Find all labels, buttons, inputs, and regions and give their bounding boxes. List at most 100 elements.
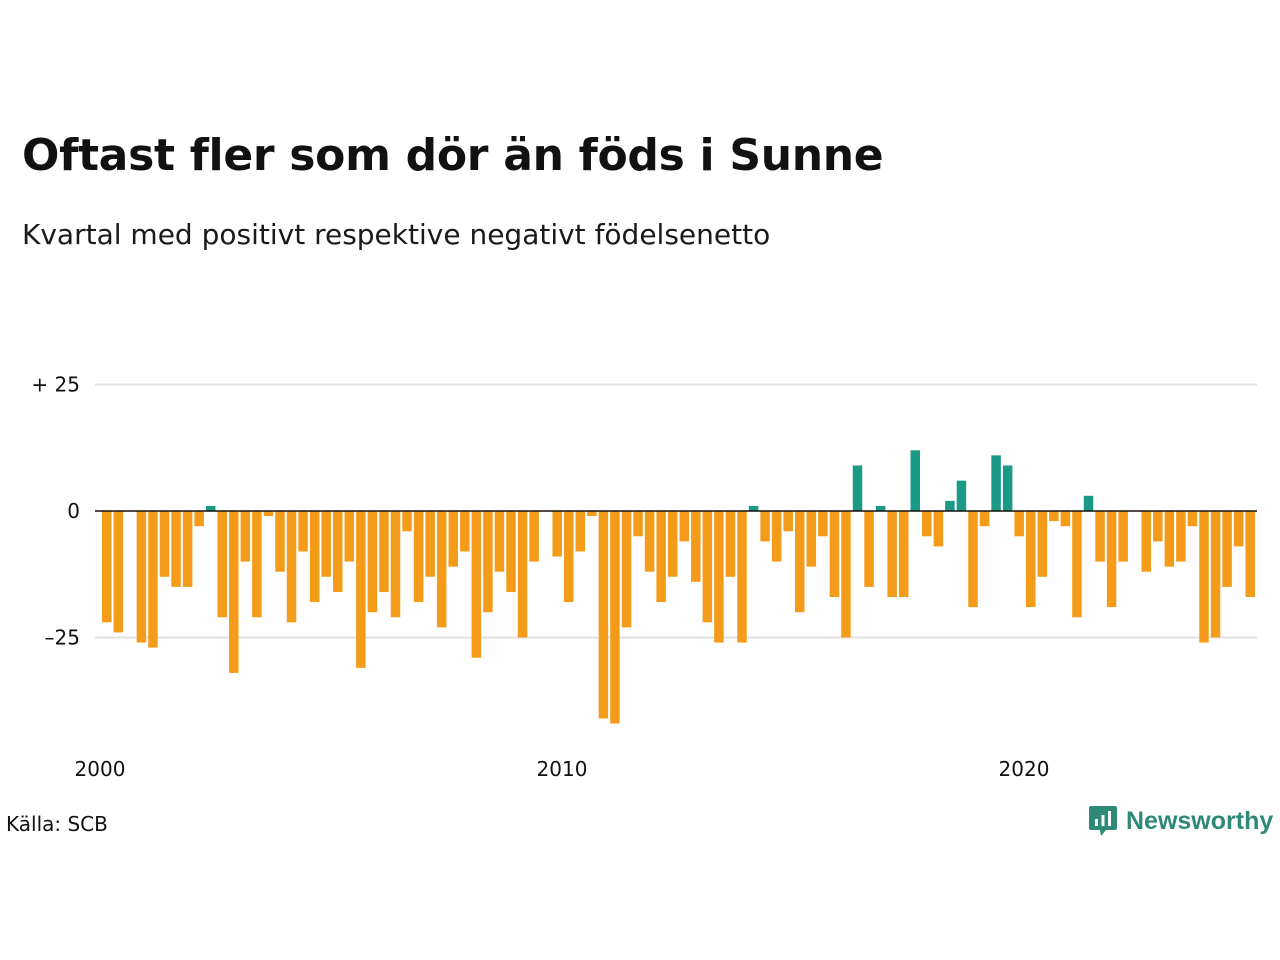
bar	[818, 511, 828, 537]
bar	[1222, 511, 1232, 587]
bar	[852, 465, 863, 511]
bar	[864, 511, 874, 587]
x-tick-label: 2020	[999, 757, 1050, 781]
y-tick-label: 0	[67, 499, 80, 523]
bar	[252, 511, 262, 618]
bar	[1014, 511, 1024, 537]
bar	[945, 500, 955, 511]
newsworthy-logo-icon	[1089, 806, 1117, 836]
bar	[564, 511, 574, 603]
bar	[644, 511, 655, 572]
x-tick-label: 2010	[537, 757, 588, 781]
brand-name: Newsworthy	[1126, 806, 1274, 835]
bar	[1164, 511, 1175, 567]
bar	[471, 511, 482, 658]
bar	[205, 505, 216, 511]
bar	[517, 511, 528, 638]
bar	[402, 511, 412, 532]
axes: + 25 0 –25 2000 2010 2020	[31, 373, 1257, 781]
bar-chart: + 25 0 –25 2000 2010 2020	[31, 373, 1257, 781]
bar	[875, 505, 886, 511]
bar	[448, 511, 458, 567]
bars	[102, 450, 1255, 724]
bar	[309, 511, 320, 603]
bar	[1118, 511, 1128, 562]
bar	[425, 511, 435, 577]
bar	[159, 511, 170, 577]
bar	[1083, 495, 1094, 511]
bar	[587, 511, 597, 517]
bar	[748, 505, 759, 511]
bar	[1199, 511, 1209, 643]
bar	[217, 511, 227, 618]
bar	[263, 511, 274, 517]
brand-logo: Newsworthy	[1088, 804, 1273, 838]
bar	[229, 511, 239, 673]
bar	[344, 511, 355, 562]
bar	[483, 511, 493, 613]
bar	[1210, 511, 1221, 638]
bar	[887, 511, 897, 598]
bar	[725, 511, 736, 577]
bar	[933, 511, 944, 547]
bar	[598, 511, 609, 719]
bar	[321, 511, 331, 577]
bar	[298, 511, 308, 552]
bar	[1141, 511, 1151, 572]
bar	[1072, 511, 1082, 618]
bar	[841, 511, 851, 638]
bar	[413, 511, 424, 603]
bar	[1245, 511, 1255, 598]
bar	[1060, 511, 1071, 527]
bar	[979, 511, 990, 527]
bar	[113, 511, 124, 633]
bar	[529, 511, 539, 562]
bar	[148, 511, 158, 648]
source-label: Källa: SCB	[6, 812, 108, 836]
bar	[691, 511, 701, 582]
bar	[702, 511, 713, 623]
bar	[679, 511, 689, 542]
bar	[760, 511, 770, 542]
y-tick-label: + 25	[31, 373, 80, 397]
bar	[171, 511, 181, 587]
bar	[829, 511, 840, 598]
bar	[783, 511, 793, 532]
bar	[494, 511, 505, 572]
chart-title: Oftast fler som dör än föds i Sunne	[22, 130, 884, 181]
bar	[1153, 511, 1163, 542]
bar	[806, 511, 817, 567]
gridlines	[95, 383, 1257, 639]
bar	[1176, 511, 1186, 562]
bar	[506, 511, 516, 592]
bar	[552, 511, 562, 557]
bar	[182, 511, 193, 587]
bar	[621, 511, 632, 628]
bar	[1233, 511, 1244, 547]
bar	[460, 511, 470, 552]
bar	[390, 511, 401, 618]
bar	[910, 450, 920, 511]
x-tick-label: 2000	[75, 757, 126, 781]
bar	[898, 511, 909, 598]
bar	[633, 511, 643, 537]
bar	[240, 511, 251, 562]
bar	[656, 511, 666, 603]
bar	[575, 511, 586, 552]
bar	[737, 511, 747, 643]
bar	[991, 455, 1001, 511]
bar	[1026, 511, 1036, 608]
bar	[968, 511, 978, 608]
bar	[922, 511, 932, 537]
bar	[1002, 465, 1013, 511]
chart-subtitle: Kvartal med positivt respektive negativt…	[22, 218, 771, 251]
bar	[714, 511, 724, 643]
bar	[795, 511, 805, 613]
bar	[194, 511, 204, 527]
bar	[1187, 511, 1198, 527]
bar	[1037, 511, 1048, 577]
bar	[771, 511, 782, 562]
bar	[436, 511, 447, 628]
bar	[667, 511, 678, 577]
bar	[1106, 511, 1117, 608]
